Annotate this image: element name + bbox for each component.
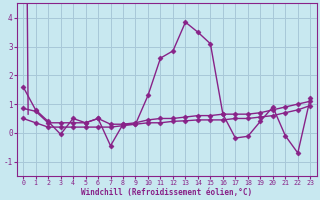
X-axis label: Windchill (Refroidissement éolien,°C): Windchill (Refroidissement éolien,°C): [81, 188, 252, 197]
